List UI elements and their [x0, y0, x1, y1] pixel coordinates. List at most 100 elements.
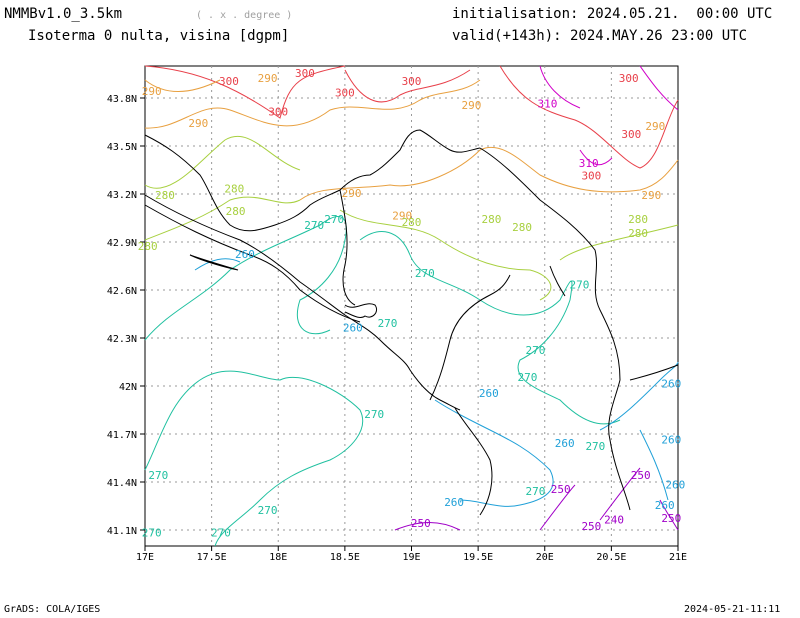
- contour-250: [394, 467, 679, 531]
- border-north: [549, 265, 566, 297]
- map-title: Isoterma 0 nulta, visina [dgpm]: [28, 28, 290, 44]
- contour-260: [194, 258, 679, 507]
- contour-290: [144, 79, 679, 201]
- lat-tick-label: 43.5N: [107, 142, 137, 153]
- contour-label-280: 280: [628, 227, 648, 240]
- contour-label-280: 280: [512, 221, 532, 234]
- contour-label-260: 260: [444, 496, 464, 509]
- contour-label-270: 270: [525, 344, 545, 357]
- contour-label-260: 260: [343, 322, 363, 335]
- contour-280: [144, 135, 679, 301]
- border-mne-srb: [339, 189, 356, 306]
- contour-label-260: 260: [479, 387, 499, 400]
- contour-270: [144, 216, 621, 547]
- lat-tick-label: 41.1N: [107, 526, 137, 537]
- init-time: initialisation: 2024.05.21. 00:00 UTC: [452, 6, 773, 22]
- contour-label-250: 250: [581, 520, 601, 533]
- lat-tick-label: 42.6N: [107, 286, 137, 297]
- contour-label-290: 290: [392, 210, 412, 223]
- lon-tick-label: 21E: [669, 552, 687, 563]
- axis-ticks: [140, 97, 679, 551]
- contour-label-280: 280: [226, 205, 246, 218]
- contour-label-270: 270: [517, 371, 537, 384]
- bay-of-kotor: [344, 303, 378, 318]
- contour-label-270: 270: [304, 219, 324, 232]
- contour-label-260: 260: [235, 248, 255, 261]
- contour-label-310: 310: [579, 157, 599, 170]
- contour-lines: [144, 65, 679, 547]
- contour-label-250: 250: [661, 512, 681, 525]
- render-timestamp: 2024-05-21-11:11: [684, 604, 781, 615]
- grads-credit: GrADS: COLA/IGES: [4, 604, 101, 615]
- lat-tick-label: 41.4N: [107, 478, 137, 489]
- contour-label-300: 300: [621, 128, 641, 141]
- contour-label-280: 280: [155, 189, 175, 202]
- contour-label-300: 300: [295, 67, 315, 80]
- lat-tick-label: 41.7N: [107, 430, 137, 441]
- contour-label-270: 270: [142, 526, 162, 539]
- lon-tick-label: 20E: [536, 552, 554, 563]
- lat-tick-label: 43.2N: [107, 190, 137, 201]
- lon-tick-label: 19E: [402, 552, 420, 563]
- valid-time: valid(+143h): 2024.MAY.26 23:00 UTC: [452, 28, 748, 44]
- contour-label-300: 300: [402, 75, 422, 88]
- contour-label-280: 280: [138, 240, 158, 253]
- contour-label-250: 250: [411, 517, 431, 530]
- contour-label-250: 250: [631, 469, 651, 482]
- contour-labels: 300 290 3003003003003103003003103002902902…: [138, 67, 686, 539]
- contour-label-280: 280: [482, 213, 502, 226]
- contour-label-300: 300: [581, 170, 601, 183]
- contour-label-270: 270: [211, 526, 231, 539]
- contour-label-240: 240: [604, 514, 624, 527]
- contour-label-270: 270: [585, 440, 605, 453]
- contour-label-270: 270: [378, 317, 398, 330]
- contour-label-310: 310: [537, 98, 557, 111]
- contour-300: [144, 65, 679, 169]
- contour-label-260: 260: [655, 499, 675, 512]
- coastline: [144, 194, 461, 411]
- contour-label-270: 270: [258, 504, 278, 517]
- contour-label-270: 270: [569, 278, 589, 291]
- model-title: NMMBv1.0_3.5km: [4, 6, 123, 22]
- lon-tick-label: 19.5E: [463, 552, 493, 563]
- contour-label-280: 280: [628, 213, 648, 226]
- contour-label-280: 280: [402, 216, 422, 229]
- coastline-borders: [144, 129, 679, 516]
- lat-tick-label: 43.8N: [107, 94, 137, 105]
- contour-label-260: 260: [661, 378, 681, 391]
- lon-tick-label: 18E: [269, 552, 287, 563]
- lat-tick-label: 42.9N: [107, 238, 137, 249]
- contour-label-300: 300: [335, 86, 355, 99]
- contour-label-300: 300: [619, 72, 639, 85]
- lon-tick-label: 17.5E: [197, 552, 227, 563]
- contour-label-270: 270: [415, 267, 435, 280]
- contour-label-290: 290: [142, 85, 162, 98]
- island: [189, 254, 239, 271]
- units-note: ( . x . degree ): [196, 10, 293, 21]
- lat-tick-label: 42N: [119, 382, 137, 393]
- contour-label-270: 270: [525, 485, 545, 498]
- contour-label-290: 290: [462, 99, 482, 112]
- contour-label-250: 250: [551, 483, 571, 496]
- contour-label-290: 290: [258, 72, 278, 85]
- border-alb-mne: [429, 274, 511, 401]
- contour-310: [539, 65, 679, 166]
- contour-label-280: 280: [224, 182, 244, 195]
- contour-label-260: 260: [555, 437, 575, 450]
- contour-label-290: 290: [645, 120, 665, 133]
- contour-label-300: 300: [219, 75, 239, 88]
- border-east: [479, 147, 631, 511]
- coastline-inner: [144, 204, 361, 323]
- contour-label-300: 300: [268, 106, 288, 119]
- contour-label-270: 270: [148, 469, 168, 482]
- contour-label-270: 270: [364, 408, 384, 421]
- contour-label-290: 290: [641, 189, 661, 202]
- lon-tick-label: 18.5E: [330, 552, 360, 563]
- lat-tick-label: 42.3N: [107, 334, 137, 345]
- lon-tick-label: 17E: [136, 552, 154, 563]
- contour-label-270: 270: [324, 213, 344, 226]
- contour-label-260: 260: [665, 478, 685, 491]
- contour-label-290: 290: [188, 117, 208, 130]
- lon-tick-label: 20.5E: [596, 552, 626, 563]
